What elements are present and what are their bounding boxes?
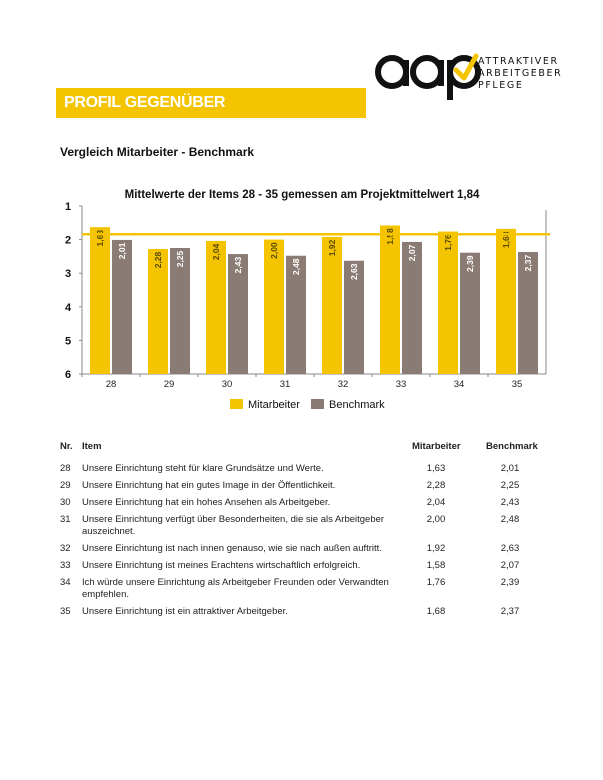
row-nr: 31: [60, 514, 71, 525]
bar-value-label: 2,48: [291, 258, 301, 275]
row-mitarbeiter-value: 1,58: [426, 560, 446, 571]
legend-swatch-benchmark: [311, 399, 324, 409]
row-benchmark-value: 2,43: [500, 497, 520, 508]
bar-value-label: 2,63: [349, 263, 359, 280]
bar-value-label: 2,07: [407, 244, 417, 261]
x-tick-label: 33: [396, 379, 407, 390]
subheading: Vergleich Mitarbeiter - Benchmark: [60, 145, 255, 159]
row-item: Unsere Einrichtung verfügt über Besonder…: [82, 514, 385, 537]
y-tick-label: 6: [65, 369, 71, 381]
row-benchmark-value: 2,07: [500, 560, 520, 571]
bar-mitarbeiter: [148, 249, 168, 374]
row-benchmark-value: 2,25: [500, 480, 520, 491]
table-header-nr: Nr.: [60, 441, 73, 452]
row-benchmark-value: 2,63: [500, 543, 520, 554]
y-tick-label: 2: [65, 235, 71, 247]
bar-benchmark: [170, 248, 190, 374]
row-item: Unsere Einrichtung ist nach innen genaus…: [82, 543, 382, 554]
bar-mitarbeiter: [206, 240, 226, 374]
bar-value-label: 1,76: [443, 234, 453, 251]
legend-swatch-mitarbeiter: [230, 399, 243, 409]
x-tick-label: 32: [338, 379, 349, 390]
bar-mitarbeiter: [322, 236, 342, 374]
row-item: Ich würde unsere Einrichtung als Arbeitg…: [82, 577, 389, 600]
table-header-item: Item: [82, 441, 102, 452]
bar-value-label: 2,28: [153, 251, 163, 268]
bar-value-label: 1,68: [501, 231, 511, 248]
row-nr: 28: [60, 463, 71, 474]
bar-value-label: 2,01: [117, 242, 127, 259]
x-tick-label: 31: [280, 379, 291, 390]
y-tick-label: 3: [65, 268, 71, 280]
row-item: Unsere Einrichtung steht für klare Grund…: [82, 463, 324, 474]
x-tick-label: 35: [512, 379, 523, 390]
bar-mitarbeiter: [496, 228, 516, 374]
bar-chart: Mittelwerte der Items 28 - 35 gemessen a…: [65, 189, 550, 411]
legend-label-benchmark: Benchmark: [329, 399, 385, 411]
x-tick-label: 28: [106, 379, 117, 390]
bar-benchmark: [460, 252, 480, 374]
y-tick-label: 5: [65, 335, 71, 347]
logo-tagline: ATTRAKTIVER ARBEITGEBER PFLEGE: [478, 56, 562, 92]
row-item: Unsere Einrichtung hat ein gutes Image i…: [82, 480, 336, 491]
bar-mitarbeiter: [438, 231, 458, 374]
section-banner: PROFIL GEGENÜBER WETTBEWERBERN: [56, 88, 366, 141]
bar-value-label: 1,58: [385, 228, 395, 245]
chart-title: Mittelwerte der Items 28 - 35 gemessen a…: [125, 189, 480, 201]
row-benchmark-value: 2,39: [500, 577, 520, 588]
logo-tagline-line: ARBEITGEBER: [478, 68, 563, 79]
legend-label-mitarbeiter: Mitarbeiter: [248, 399, 300, 411]
aap-logo: [375, 53, 481, 100]
row-benchmark-value: 2,48: [500, 514, 520, 525]
row-nr: 34: [60, 577, 71, 588]
bar-value-label: 2,25: [175, 250, 185, 267]
bar-benchmark: [112, 239, 132, 374]
bar-value-label: 1,63: [95, 230, 105, 247]
bar-value-label: 2,39: [465, 255, 475, 272]
x-tick-label: 30: [222, 379, 233, 390]
bar-mitarbeiter: [380, 225, 400, 374]
row-benchmark-value: 2,01: [500, 463, 520, 474]
row-mitarbeiter-value: 1,63: [426, 463, 446, 474]
bar-benchmark: [344, 260, 364, 374]
bar-benchmark: [286, 255, 306, 374]
y-tick-label: 1: [65, 201, 71, 213]
row-nr: 29: [60, 480, 71, 491]
logo-tagline-line: PFLEGE: [478, 80, 524, 91]
row-nr: 35: [60, 606, 71, 617]
bar-value-label: 2,37: [523, 254, 533, 271]
row-item: Unsere Einrichtung ist meines Erachtens …: [82, 560, 361, 571]
row-mitarbeiter-value: 1,68: [426, 606, 446, 617]
bar-benchmark: [228, 254, 248, 374]
row-mitarbeiter-value: 2,28: [426, 480, 446, 491]
bar-value-label: 2,00: [269, 242, 279, 259]
row-mitarbeiter-value: 1,92: [426, 543, 446, 554]
row-nr: 30: [60, 497, 71, 508]
y-tick-label: 4: [65, 302, 72, 314]
bar-mitarbeiter: [90, 227, 110, 374]
row-nr: 32: [60, 543, 71, 554]
row-benchmark-value: 2,37: [500, 606, 520, 617]
bar-value-label: 1,92: [327, 239, 337, 256]
bar-benchmark: [518, 252, 538, 374]
table-header-benchmark: Benchmark: [486, 441, 538, 452]
row-mitarbeiter-value: 2,00: [426, 514, 446, 525]
row-nr: 33: [60, 560, 71, 571]
table-header-mitarbeiter: Mitarbeiter: [412, 441, 461, 452]
row-item: Unsere Einrichtung ist ein attraktiver A…: [82, 606, 288, 617]
logo-tagline-line: ATTRAKTIVER: [478, 56, 559, 67]
bar-benchmark: [402, 241, 422, 374]
bar-value-label: 2,43: [233, 257, 243, 274]
bar-mitarbeiter: [264, 239, 284, 374]
x-tick-label: 29: [164, 379, 175, 390]
bar-value-label: 2,04: [211, 243, 221, 260]
row-mitarbeiter-value: 1,76: [426, 577, 446, 588]
row-item: Unsere Einrichtung hat ein hohes Ansehen…: [82, 497, 331, 508]
row-mitarbeiter-value: 2,04: [426, 497, 446, 508]
x-tick-label: 34: [454, 379, 465, 390]
